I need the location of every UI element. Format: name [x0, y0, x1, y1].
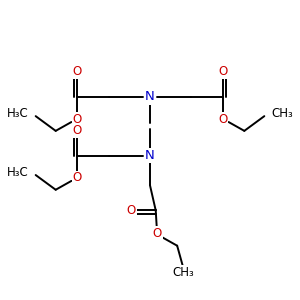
Text: N: N	[145, 149, 155, 162]
Text: H₃C: H₃C	[7, 107, 28, 120]
Text: O: O	[218, 112, 227, 126]
Text: CH₃: CH₃	[172, 266, 194, 279]
Text: N: N	[145, 91, 155, 103]
Text: O: O	[152, 227, 162, 240]
Text: O: O	[73, 172, 82, 184]
Text: O: O	[127, 204, 136, 217]
Text: O: O	[73, 65, 82, 79]
Text: O: O	[73, 124, 82, 137]
Text: O: O	[73, 112, 82, 126]
Text: H₃C: H₃C	[7, 166, 28, 178]
Text: CH₃: CH₃	[272, 107, 293, 120]
Text: O: O	[218, 65, 227, 79]
